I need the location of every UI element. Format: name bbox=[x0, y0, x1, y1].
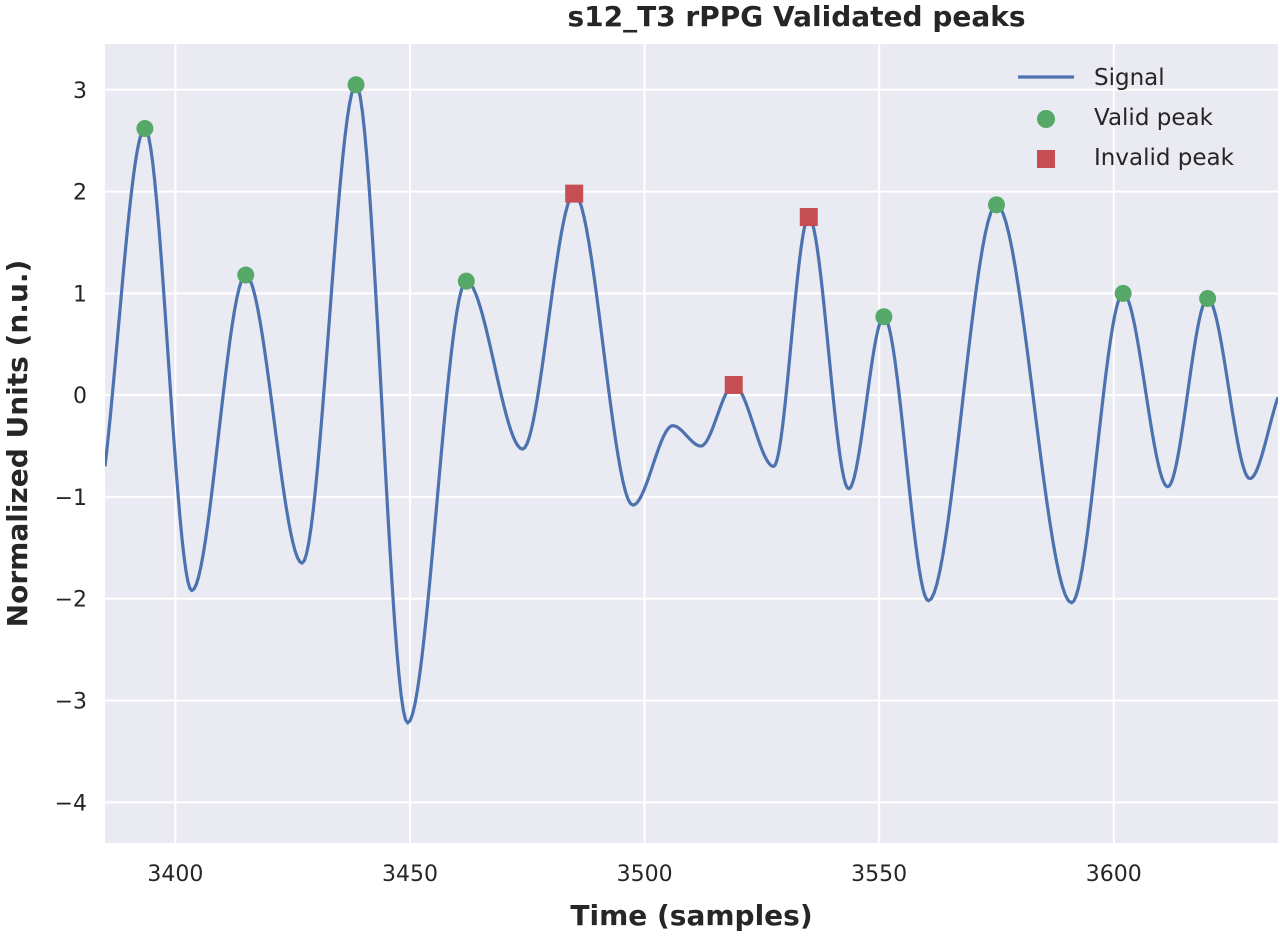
y-axis-ticks: 3 2 1 0 −1 −2 −3 −4 bbox=[55, 79, 87, 816]
legend-square-swatch bbox=[1037, 150, 1055, 168]
x-tick-label: 3600 bbox=[1086, 862, 1142, 887]
legend-label: Valid peak bbox=[1094, 105, 1214, 131]
invalid-peak-marker bbox=[565, 184, 584, 203]
y-tick-label: −1 bbox=[55, 486, 87, 511]
valid-peak-marker bbox=[457, 272, 475, 290]
invalid-peak-marker bbox=[724, 375, 743, 394]
y-tick-label: −4 bbox=[55, 791, 87, 816]
valid-peak-marker bbox=[875, 308, 893, 326]
signal-line bbox=[105, 83, 1278, 725]
y-axis-label: Normalized Units (n.u.) bbox=[1, 260, 34, 628]
y-tick-label: 2 bbox=[73, 181, 87, 206]
series-layer bbox=[105, 76, 1278, 725]
legend-label: Invalid peak bbox=[1094, 145, 1235, 171]
x-axis-ticks: 3400 3450 3500 3550 3600 bbox=[147, 862, 1141, 887]
invalid-peak-marker bbox=[799, 208, 818, 227]
chart-title: s12_T3 rPPG Validated peaks bbox=[567, 0, 1025, 33]
y-tick-label: 3 bbox=[73, 79, 87, 104]
y-tick-label: −3 bbox=[55, 690, 87, 715]
valid-peak-marker bbox=[987, 196, 1005, 214]
legend: Signal Valid peak Invalid peak bbox=[1018, 65, 1235, 171]
valid-peak-marker bbox=[347, 76, 365, 94]
y-tick-label: 0 bbox=[73, 384, 87, 409]
x-tick-label: 3400 bbox=[147, 862, 203, 887]
legend-circle-swatch bbox=[1037, 110, 1055, 128]
x-tick-label: 3500 bbox=[617, 862, 673, 887]
x-tick-label: 3550 bbox=[851, 862, 907, 887]
x-axis-label: Time (samples) bbox=[570, 899, 812, 932]
valid-peak-marker bbox=[1114, 284, 1132, 302]
x-tick-label: 3450 bbox=[382, 862, 438, 887]
valid-peak-marker bbox=[1199, 289, 1217, 307]
y-tick-label: −2 bbox=[55, 588, 87, 613]
valid-peak-marker bbox=[136, 119, 154, 137]
legend-label: Signal bbox=[1094, 65, 1165, 91]
y-tick-label: 1 bbox=[73, 282, 87, 307]
plot-area bbox=[105, 44, 1278, 843]
grid bbox=[105, 44, 1278, 843]
valid-peak-marker bbox=[237, 266, 255, 284]
